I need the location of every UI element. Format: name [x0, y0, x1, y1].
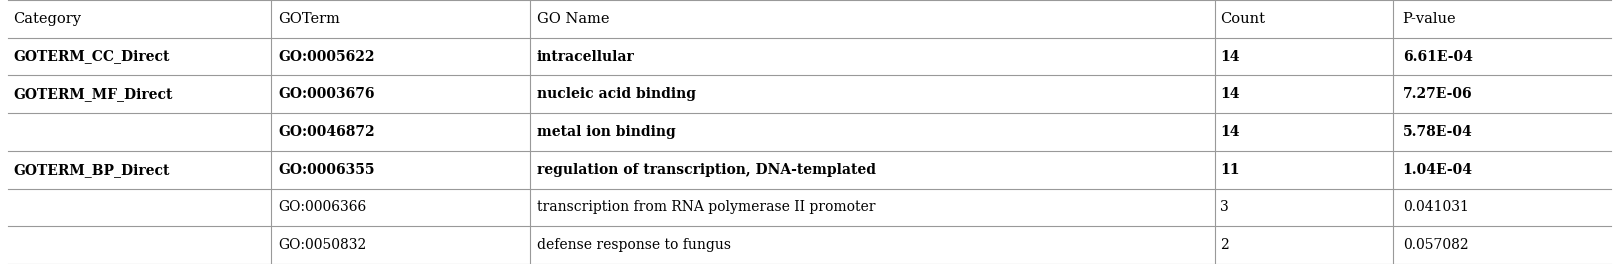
Text: intracellular: intracellular — [537, 50, 633, 64]
Text: 14: 14 — [1220, 50, 1239, 64]
Text: 5.78E-04: 5.78E-04 — [1403, 125, 1472, 139]
Text: GOTerm: GOTerm — [278, 12, 339, 26]
Text: 14: 14 — [1220, 87, 1239, 101]
Text: transcription from RNA polymerase II promoter: transcription from RNA polymerase II pro… — [537, 200, 874, 214]
Text: 0.057082: 0.057082 — [1403, 238, 1469, 252]
Text: Category: Category — [13, 12, 81, 26]
Text: GOTERM_BP_Direct: GOTERM_BP_Direct — [13, 163, 170, 177]
Text: Count: Count — [1220, 12, 1265, 26]
Text: GO:0003676: GO:0003676 — [278, 87, 375, 101]
Text: 1.04E-04: 1.04E-04 — [1403, 163, 1472, 177]
Text: 6.61E-04: 6.61E-04 — [1403, 50, 1472, 64]
Text: 11: 11 — [1220, 163, 1239, 177]
Text: 2: 2 — [1220, 238, 1228, 252]
Text: GO:0006366: GO:0006366 — [278, 200, 367, 214]
Text: defense response to fungus: defense response to fungus — [537, 238, 730, 252]
Text: GO:0006355: GO:0006355 — [278, 163, 375, 177]
Text: GOTERM_CC_Direct: GOTERM_CC_Direct — [13, 50, 170, 64]
Text: GO:0046872: GO:0046872 — [278, 125, 375, 139]
Text: GO Name: GO Name — [537, 12, 609, 26]
Text: 0.041031: 0.041031 — [1403, 200, 1469, 214]
Text: GO:0050832: GO:0050832 — [278, 238, 367, 252]
Text: metal ion binding: metal ion binding — [537, 125, 675, 139]
Text: 7.27E-06: 7.27E-06 — [1403, 87, 1472, 101]
Text: nucleic acid binding: nucleic acid binding — [537, 87, 695, 101]
Text: GO:0005622: GO:0005622 — [278, 50, 375, 64]
Text: P-value: P-value — [1403, 12, 1456, 26]
Text: GOTERM_MF_Direct: GOTERM_MF_Direct — [13, 87, 173, 101]
Text: 14: 14 — [1220, 125, 1239, 139]
Text: 3: 3 — [1220, 200, 1228, 214]
Text: regulation of transcription, DNA-templated: regulation of transcription, DNA-templat… — [537, 163, 876, 177]
